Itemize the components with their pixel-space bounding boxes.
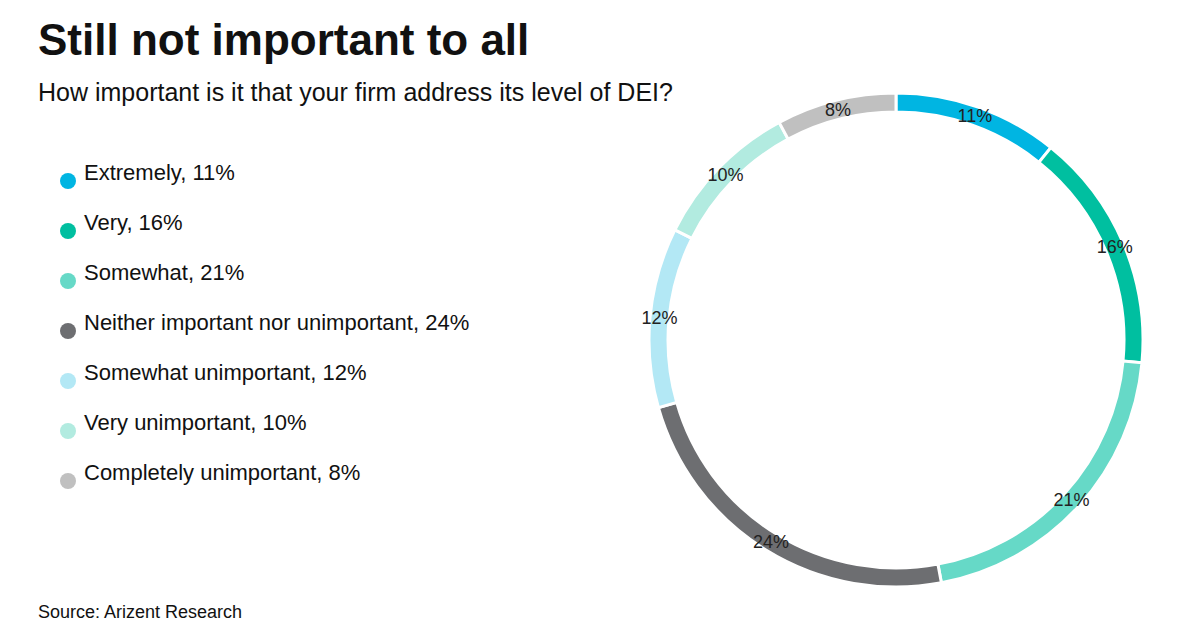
svg-text:21%: 21% bbox=[1053, 490, 1089, 510]
svg-text:8%: 8% bbox=[825, 100, 851, 120]
svg-text:12%: 12% bbox=[641, 308, 677, 328]
html-text:Somewhat unimportant, 12%: Somewhat unimportant, 12% bbox=[84, 360, 367, 385]
html-text:Somewhat, 21%: Somewhat, 21% bbox=[84, 260, 245, 285]
html-text:Very, 16%: Very, 16% bbox=[84, 210, 183, 235]
html-text:How important is it that your: How important is it that your firm addre… bbox=[38, 78, 673, 106]
html-text:Completely unimportant, 8%: Completely unimportant, 8% bbox=[84, 460, 361, 485]
html-text:Source: Arizent Research: Source: Arizent Research bbox=[38, 602, 243, 622]
svg-text:11%: 11% bbox=[958, 106, 993, 126]
svg-text:16%: 16% bbox=[1097, 237, 1133, 257]
svg-text:24%: 24% bbox=[753, 532, 789, 552]
html-text:Still not important to all: Still not important to all bbox=[38, 15, 530, 64]
html-text:Neither important nor unimport: Neither important nor unimportant, 24% bbox=[84, 310, 470, 335]
svg-text:10%: 10% bbox=[707, 165, 743, 185]
html-text:Very unimportant, 10%: Very unimportant, 10% bbox=[84, 410, 307, 435]
html-text:Extremely, 11%: Extremely, 11% bbox=[84, 160, 235, 185]
